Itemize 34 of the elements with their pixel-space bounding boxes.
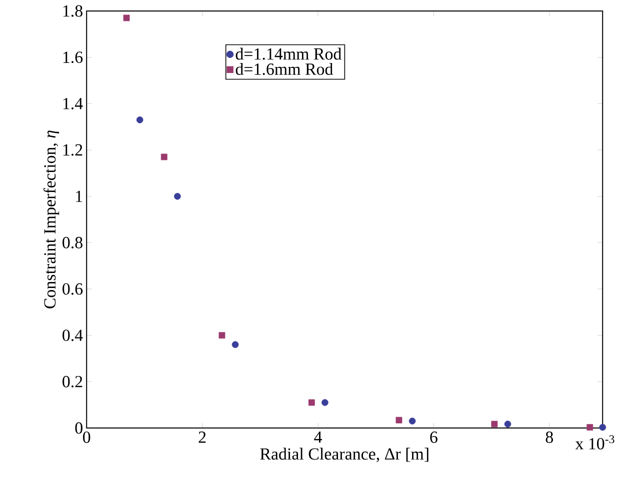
point	[599, 424, 606, 431]
x-tick-label: 4	[314, 432, 322, 443]
x-tick-label: 6	[430, 432, 438, 443]
y-tick-label: 1.2	[63, 144, 82, 156]
y-tick-label: 0.6	[62, 283, 83, 295]
x-tick-label: 2	[198, 432, 206, 443]
point	[160, 154, 168, 160]
y-tick-label: 0.8	[62, 236, 82, 248]
legend-label: d=1.6mm Rod	[236, 62, 334, 75]
text: x 10$^{-3}$	[575, 435, 614, 450]
y-tick-label: 0	[75, 422, 82, 434]
x-tick-label: 8	[546, 432, 553, 443]
legend-label: d=1.14mm Rod	[236, 48, 342, 60]
point	[218, 332, 226, 339]
point	[123, 14, 130, 22]
point	[308, 399, 315, 406]
x-axis-title: Radial Clearance, Δr [m]	[260, 448, 428, 462]
y-tick-label: 1.6	[63, 52, 83, 64]
x-tick-label: 0	[83, 432, 90, 443]
y-tick-label: 1.8	[63, 5, 82, 17]
point	[136, 116, 144, 124]
point	[504, 420, 512, 428]
y-tick-label: 0.4	[62, 330, 83, 342]
point	[396, 416, 402, 424]
y-tick-label: 0.2	[62, 376, 82, 388]
point	[174, 192, 181, 200]
point	[322, 399, 328, 406]
point	[408, 418, 416, 424]
point	[232, 341, 239, 348]
y-axis-title: Constraint Imperfection, η	[44, 130, 60, 308]
point	[586, 424, 594, 431]
point	[491, 420, 498, 428]
y-tick-label: 1.4	[63, 98, 83, 110]
y-tick-label: 1	[76, 190, 82, 202]
